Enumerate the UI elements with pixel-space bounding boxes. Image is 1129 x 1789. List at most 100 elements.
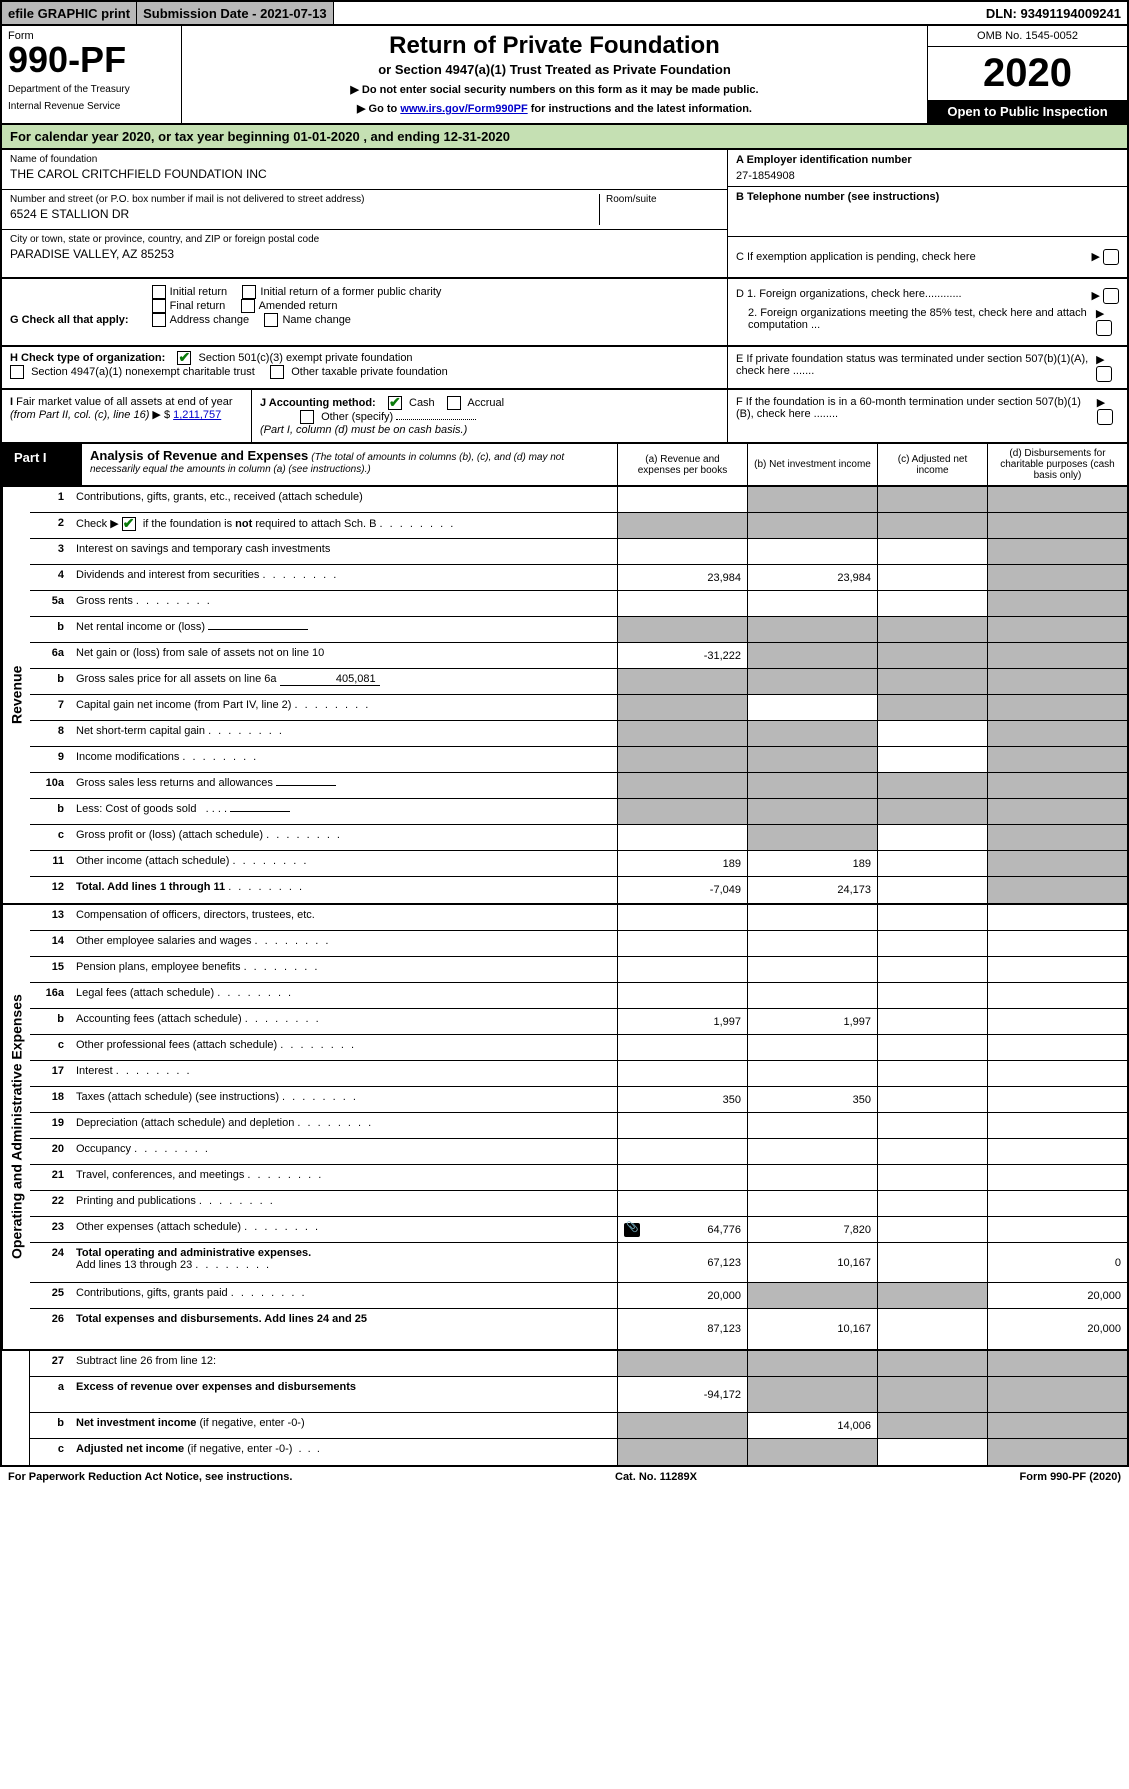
checkbox-other-method[interactable] [300,410,314,424]
section-e: E If private foundation status was termi… [727,347,1127,388]
row-5b: b Net rental income or (loss) [30,617,1127,643]
ein-value: 27-1854908 [736,170,1119,182]
col-b-header: (b) Net investment income [747,444,877,485]
row-16c: c Other professional fees (attach schedu… [30,1035,1127,1061]
dept-treasury: Department of the Treasury [8,84,175,95]
row-6a: 6a Net gain or (loss) from sale of asset… [30,643,1127,669]
col-c-header: (c) Adjusted net income [877,444,987,485]
calendar-year-row: For calendar year 2020, or tax year begi… [0,125,1129,150]
row-18: 18 Taxes (attach schedule) (see instruct… [30,1087,1127,1113]
address: 6524 E STALLION DR [10,207,599,221]
row-7: 7 Capital gain net income (from Part IV,… [30,695,1127,721]
checkbox-4947[interactable] [10,365,24,379]
f-checkbox[interactable] [1097,409,1113,425]
ein-row: A Employer identification number 27-1854… [728,150,1127,187]
row-15: 15 Pension plans, employee benefits [30,957,1127,983]
dln-number: DLN: 93491194009241 [980,2,1127,24]
part1-label: Part I [2,444,82,485]
header-center: Return of Private Foundation or Section … [182,26,927,123]
d1-checkbox[interactable] [1103,288,1119,304]
section-d: D 1. Foreign organizations, check here..… [727,279,1127,345]
checkbox-amended[interactable] [241,299,255,313]
city-value: PARADISE VALLEY, AZ 85253 [10,247,719,261]
row-27b: b Net investment income (if negative, en… [30,1413,1127,1439]
checkbox-accrual[interactable] [447,396,461,410]
row-24: 24 Total operating and administrative ex… [30,1243,1127,1283]
row-27a: a Excess of revenue over expenses and di… [30,1377,1127,1413]
row-27c: c Adjusted net income (if negative, ente… [30,1439,1127,1465]
d1-label: D 1. Foreign organizations, check here..… [736,288,962,304]
phone-row: B Telephone number (see instructions) [728,187,1127,237]
checkbox-initial-return[interactable] [152,285,166,299]
row-2: 2 Check ▶ if the foundation is not requi… [30,513,1127,539]
row-10b: b Less: Cost of goods sold . . . . [30,799,1127,825]
e-checkbox[interactable] [1096,366,1112,382]
top-bar: efile GRAPHIC print Submission Date - 20… [0,0,1129,26]
city-row: City or town, state or province, country… [2,230,727,270]
f-label: F If the foundation is in a 60-month ter… [736,396,1097,425]
checkbox-501c3[interactable] [177,351,191,365]
expenses-vert-label: Operating and Administrative Expenses [2,905,30,1349]
row-3: 3 Interest on savings and temporary cash… [30,539,1127,565]
entity-block: Name of foundation THE CAROL CRITCHFIELD… [0,150,1129,279]
g-label: G Check all that apply: [10,314,129,326]
row-26: 26 Total expenses and disbursements. Add… [30,1309,1127,1349]
checkbox-initial-public[interactable] [242,285,256,299]
section-g: G Check all that apply: Initial return I… [2,279,727,345]
row-27: 27 Subtract line 26 from line 12: [30,1351,1127,1377]
checkbox-cash[interactable] [388,396,402,410]
efile-label: efile GRAPHIC print [2,2,137,24]
j-label: J Accounting method: [260,397,376,409]
phone-label: B Telephone number (see instructions) [736,191,1119,203]
row-27-block: 27 Subtract line 26 from line 12: a Exce… [0,1351,1129,1467]
row-21: 21 Travel, conferences, and meetings [30,1165,1127,1191]
section-g-d: G Check all that apply: Initial return I… [0,279,1129,347]
revenue-vert-label: Revenue [2,487,30,903]
page-footer: For Paperwork Reduction Act Notice, see … [0,1467,1129,1487]
row-5a: 5a Gross rents [30,591,1127,617]
checkbox-name-change[interactable] [264,313,278,327]
checkbox-final-return[interactable] [152,299,166,313]
row-17: 17 Interest [30,1061,1127,1087]
tax-year: 2020 [928,47,1127,100]
section-ij: I Fair market value of all assets at end… [2,390,727,442]
section-f: F If the foundation is in a 60-month ter… [727,390,1127,442]
checkbox-other-taxable[interactable] [270,365,284,379]
note-2: ▶ Go to www.irs.gov/Form990PF for instru… [188,102,921,115]
row-23: 23 Other expenses (attach schedule) 64,7… [30,1217,1127,1243]
addr-label: Number and street (or P.O. box number if… [10,194,599,205]
row-9: 9 Income modifications [30,747,1127,773]
checkbox-sch-b[interactable] [122,517,136,531]
revenue-table: Revenue 1 Contributions, gifts, grants, … [0,487,1129,905]
room-label: Room/suite [606,194,719,205]
form-number: 990-PF [8,42,175,78]
open-public: Open to Public Inspection [928,100,1127,123]
d2-checkbox[interactable] [1096,320,1112,336]
exemption-checkbox[interactable] [1103,249,1119,265]
j-note: (Part I, column (d) must be on cash basi… [260,424,467,436]
row-22: 22 Printing and publications [30,1191,1127,1217]
section-h-e: H Check type of organization: Section 50… [0,347,1129,390]
attachment-icon[interactable] [624,1223,640,1237]
submission-date: Submission Date - 2021-07-13 [137,2,334,24]
expenses-table: Operating and Administrative Expenses 13… [0,905,1129,1351]
irs-link[interactable]: www.irs.gov/Form990PF [400,103,527,115]
row-25: 25 Contributions, gifts, grants paid 20,… [30,1283,1127,1309]
row-13: 13 Compensation of officers, directors, … [30,905,1127,931]
row-1: 1 Contributions, gifts, grants, etc., re… [30,487,1127,513]
row-16b: b Accounting fees (attach schedule) 1,99… [30,1009,1127,1035]
footer-center: Cat. No. 11289X [615,1471,697,1483]
footer-right: Form 990-PF (2020) [1020,1471,1122,1483]
exemption-row: C If exemption application is pending, c… [728,237,1127,277]
checkbox-address-change[interactable] [152,313,166,327]
form-subtitle: or Section 4947(a)(1) Trust Treated as P… [188,62,921,77]
row-8: 8 Net short-term capital gain [30,721,1127,747]
e-label: E If private foundation status was termi… [736,353,1096,382]
row-11: 11 Other income (attach schedule) 189 18… [30,851,1127,877]
assets-value[interactable]: 1,211,757 [173,409,221,421]
d2-label: 2. Foreign organizations meeting the 85%… [748,307,1096,336]
exemption-label: C If exemption application is pending, c… [736,251,976,263]
ein-label: A Employer identification number [736,154,1119,166]
form-title: Return of Private Foundation [188,32,921,60]
section-h: H Check type of organization: Section 50… [2,347,727,388]
